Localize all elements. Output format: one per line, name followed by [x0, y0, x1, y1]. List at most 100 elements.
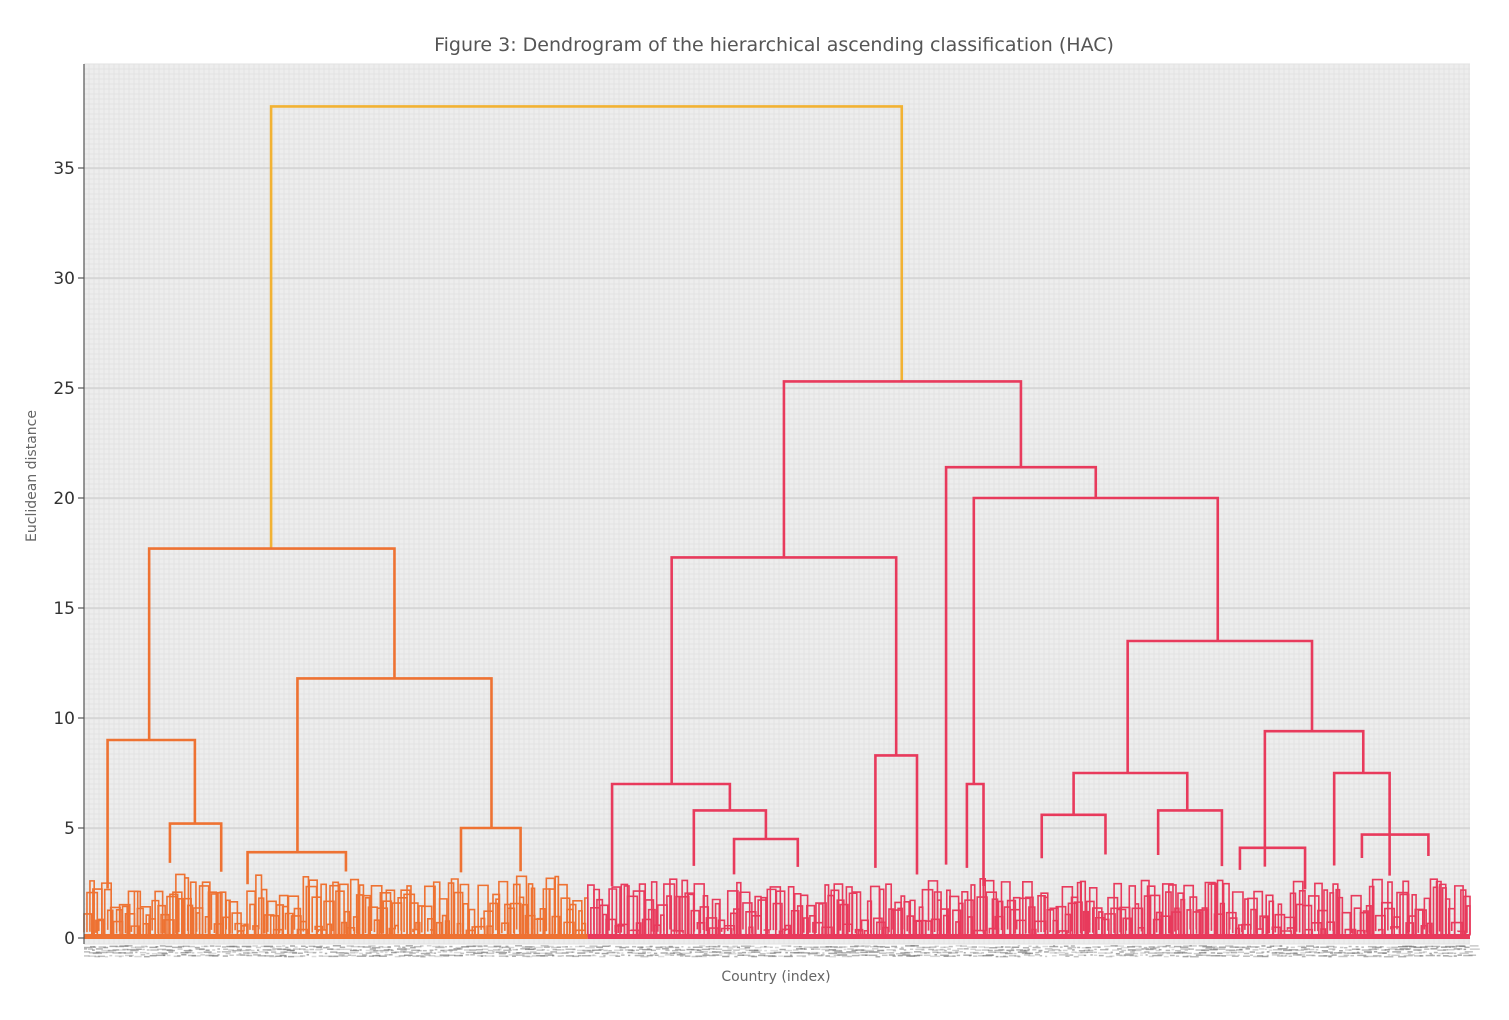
leaf-tick-label	[625, 946, 630, 948]
leaf-tick-label	[476, 951, 485, 953]
leaf-tick-label	[999, 955, 1009, 958]
leaf-tick-label	[390, 949, 394, 952]
leaf-tick-label	[166, 949, 174, 952]
y-tick-label: 0	[64, 929, 75, 949]
leaf-tick-label	[1144, 951, 1150, 953]
leaf-link	[1146, 885, 1156, 937]
leaf-link	[1323, 889, 1329, 938]
leaf-link	[424, 885, 436, 935]
leaf-tick-label	[916, 946, 925, 949]
leaf-tick-label	[1105, 955, 1113, 958]
leaf-tick-label	[785, 951, 788, 954]
leaf-tick-label	[603, 949, 608, 952]
leaf-tick-label	[1039, 955, 1043, 957]
merge-link-root	[269, 105, 904, 549]
leaf-tick-label	[1002, 949, 1005, 951]
leaf-tick-label	[1044, 948, 1053, 950]
leaf-tick-label	[1120, 946, 1130, 949]
leaf-tick-label	[779, 951, 782, 953]
leaf-tick-label	[640, 946, 644, 949]
leaf-tick-label	[369, 948, 377, 950]
leaf-tick-label	[526, 955, 533, 958]
leaf-tick-label	[647, 951, 652, 954]
y-tick-label: 10	[53, 709, 75, 729]
leaf-link	[939, 908, 949, 934]
leaf-tick-label	[256, 949, 260, 951]
leaf-tick-label	[1119, 951, 1124, 953]
leaf-tick-label	[1165, 949, 1171, 952]
leaf-tick-label	[146, 949, 150, 951]
leaf-tick-label	[1255, 952, 1264, 954]
leaf-link	[778, 930, 784, 936]
leaf-tick-label	[444, 946, 448, 948]
leaf-tick-label	[988, 951, 997, 953]
leaf-tick-label	[1063, 945, 1069, 947]
leaf-tick-label	[399, 951, 406, 953]
leaf-tick-label	[1361, 946, 1364, 948]
leaf-tick-label	[1065, 955, 1070, 957]
leaf-tick-label	[123, 952, 133, 954]
leaf-tick-label	[112, 952, 122, 954]
leaf-tick-label	[1278, 952, 1286, 955]
leaf-tick-label	[1372, 954, 1382, 957]
leaf-tick-label	[733, 949, 740, 951]
leaf-tick-label	[1212, 948, 1219, 950]
leaf-tick-label	[528, 946, 533, 948]
leaf-tick-label	[669, 952, 675, 954]
leaf-tick-label	[904, 951, 908, 954]
leaf-tick-labels	[84, 945, 1480, 958]
leaf-tick-label	[312, 952, 316, 954]
leaf-tick-label	[1064, 952, 1069, 955]
leaf-tick-label	[188, 945, 195, 948]
merge-link-R2b2c	[1360, 833, 1430, 859]
leaf-tick-label	[546, 949, 550, 951]
leaf-tick-label	[1157, 954, 1164, 956]
leaf-tick-label	[130, 946, 136, 949]
leaf-tick-label	[336, 948, 344, 951]
leaf-tick-label	[621, 952, 624, 954]
leaf-tick-label	[483, 945, 488, 947]
leaf-tick-label	[1348, 949, 1352, 951]
leaf-link	[1277, 903, 1283, 937]
leaf-tick-label	[1387, 954, 1391, 956]
leaf-link	[921, 888, 934, 934]
leaf-link	[249, 903, 256, 934]
leaf-tick-label	[1028, 955, 1035, 957]
leaf-tick-label	[1382, 952, 1387, 954]
leaf-link	[991, 898, 999, 938]
leaf-tick-label	[250, 949, 255, 952]
leaf-tick-label	[875, 955, 881, 958]
leaf-tick-label	[215, 945, 222, 947]
leaf-tick-label	[1392, 951, 1402, 953]
leaf-link	[888, 908, 895, 936]
leaf-tick-label	[449, 945, 453, 948]
leaf-link	[1280, 930, 1292, 936]
leaf-tick-label	[109, 954, 113, 957]
leaf-tick-label	[716, 948, 723, 951]
leaf-tick-label	[1266, 954, 1269, 957]
y-tick-label: 5	[64, 819, 75, 839]
leaf-tick-label	[1387, 951, 1390, 953]
leaf-tick-label	[177, 948, 183, 950]
merge-link-R1a	[610, 782, 732, 887]
leaf-tick-label	[1127, 949, 1136, 951]
leaf-tick-label	[1229, 946, 1239, 948]
leaf-tick-label	[1425, 954, 1435, 957]
leaf-tick-label	[1067, 946, 1077, 949]
leaf-tick-label	[736, 946, 741, 949]
leaf-tick-label	[246, 946, 252, 948]
leaf-link	[955, 921, 961, 938]
leaf-tick-label	[1440, 946, 1448, 948]
leaf-tick-label	[420, 945, 424, 947]
leaf-link	[970, 884, 976, 937]
leaf-tick-label	[881, 954, 888, 957]
leaf-tick-label	[1058, 954, 1069, 956]
leaf-tick-label	[834, 951, 843, 953]
leaf-tick-label	[1468, 954, 1477, 956]
leaf-tick-label	[1429, 952, 1432, 955]
leaf-tick-label	[868, 954, 878, 957]
leaf-tick-label	[1047, 949, 1056, 952]
leaf-tick-label	[89, 945, 95, 948]
merge-link-R2b2a	[1238, 846, 1307, 890]
